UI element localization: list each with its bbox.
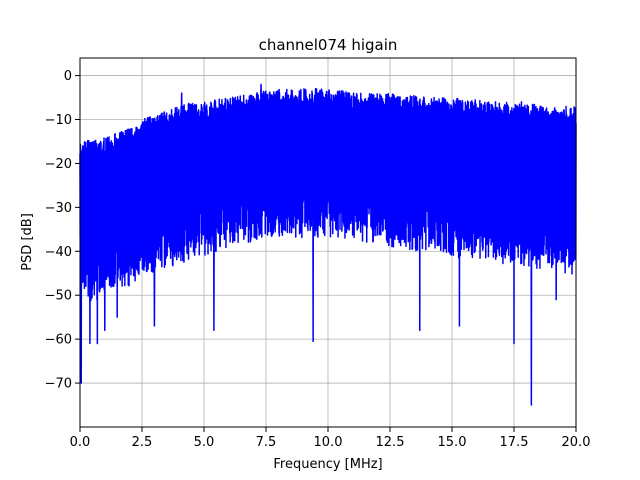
y-tick-label: −30 bbox=[45, 201, 72, 216]
y-tick-label: −60 bbox=[45, 333, 72, 348]
y-axis-label: PSD [dB] bbox=[20, 213, 35, 271]
x-tick-label: 0.0 bbox=[70, 435, 91, 450]
ticks: 0.0 2.5 5.0 7.5 10.0 12.5 15.0 17.5 20.0 0 −10 −20 −… bbox=[45, 69, 591, 450]
x-tick-label: 15.0 bbox=[438, 435, 467, 450]
x-tick-label: 7.5 bbox=[256, 435, 277, 450]
x-tick-label: 20.0 bbox=[562, 435, 591, 450]
y-tick-label: 0 bbox=[64, 69, 72, 84]
y-tick-label: −40 bbox=[45, 245, 72, 260]
y-tick-label: −50 bbox=[45, 289, 72, 304]
x-tick-label: 2.5 bbox=[132, 435, 153, 450]
x-axis-label: Frequency [MHz] bbox=[273, 457, 382, 472]
chart-title: channel074 higain bbox=[259, 36, 398, 54]
y-tick-label: −70 bbox=[45, 377, 72, 392]
x-tick-label: 12.5 bbox=[376, 435, 405, 450]
x-tick-label: 10.0 bbox=[314, 435, 343, 450]
x-tick-label: 17.5 bbox=[500, 435, 529, 450]
psd-series-line bbox=[79, 83, 577, 406]
y-tick-label: −20 bbox=[45, 157, 72, 172]
psd-trace-layer bbox=[79, 83, 577, 406]
y-tick-label: −10 bbox=[45, 113, 72, 128]
x-tick-label: 5.0 bbox=[194, 435, 215, 450]
